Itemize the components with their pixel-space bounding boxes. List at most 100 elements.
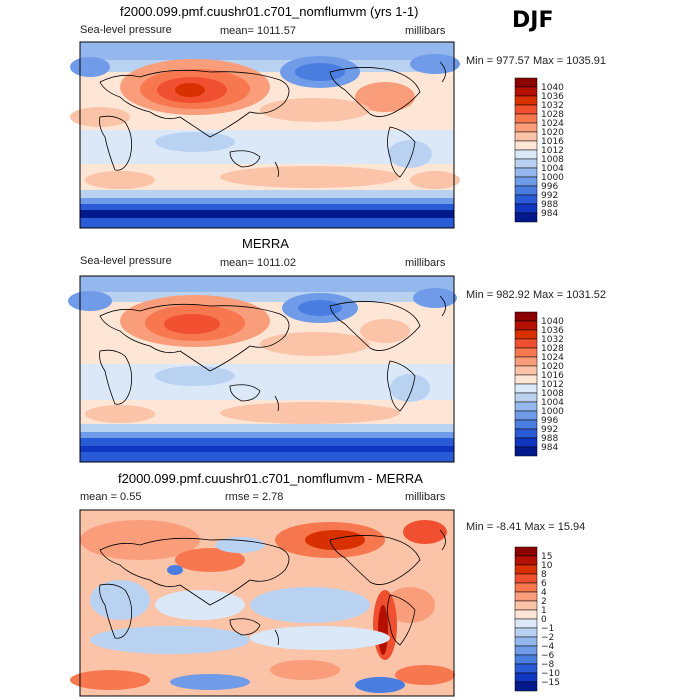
colorbar-tick-label: 1008 <box>541 155 564 165</box>
panel-3-map <box>70 509 455 697</box>
colorbar-tick-label: −10 <box>541 669 560 679</box>
colorbar-tick-label: 1008 <box>541 389 564 399</box>
colorbar-swatch <box>514 654 538 665</box>
colorbar-swatch <box>514 600 538 611</box>
colorbar-tick-label: 992 <box>541 425 558 435</box>
colorbar-tick-label: 1028 <box>541 344 564 354</box>
colorbar-tick-label: 1012 <box>541 380 564 390</box>
colorbar-tick-label: 1040 <box>541 317 564 327</box>
colorbar-tick-label: 996 <box>541 182 558 192</box>
colorbar-tick-label: 8 <box>541 570 547 580</box>
colorbar-swatch <box>514 681 538 692</box>
panel-3-units: millibars <box>405 491 446 503</box>
panel-2-mean: mean= 1011.02 <box>220 257 296 269</box>
colorbar-tick-label: 1040 <box>541 83 564 93</box>
colorbar-swatch <box>514 591 538 602</box>
colorbar-swatch <box>514 356 538 367</box>
colorbar-swatch <box>514 446 538 457</box>
panel-3-minmax: Min = -8.41 Max = 15.94 <box>466 521 586 533</box>
colorbar-tick-label: 1028 <box>541 110 564 120</box>
colorbar-swatch <box>514 564 538 575</box>
colorbar-tick-label: 6 <box>541 579 547 589</box>
colorbar-swatch <box>514 347 538 358</box>
colorbar-tick-label: 10 <box>541 561 553 571</box>
colorbar-tick-label: 0 <box>541 615 547 625</box>
colorbar-swatch <box>514 122 538 133</box>
panel-2-field-label: Sea-level pressure <box>80 255 172 267</box>
colorbar-swatch <box>514 320 538 331</box>
panel-2-units: millibars <box>405 257 446 269</box>
colorbar-tick-label: 1032 <box>541 335 564 345</box>
colorbar-swatch <box>514 77 538 88</box>
colorbar-tick-label: −4 <box>541 642 555 652</box>
colorbar-swatch <box>514 383 538 394</box>
colorbar-tick-label: 988 <box>541 434 558 444</box>
colorbar-tick-label: 1000 <box>541 173 564 183</box>
colorbar-swatch <box>514 401 538 412</box>
season-label: DJF <box>512 8 554 33</box>
colorbar-swatch <box>514 618 538 629</box>
panel-1-field-label: Sea-level pressure <box>80 24 172 36</box>
colorbar-tick-label: −15 <box>541 678 560 688</box>
colorbar-swatch <box>514 176 538 187</box>
colorbar-tick-label: 1 <box>541 606 547 616</box>
colorbar-swatch <box>514 113 538 124</box>
panel-1-title: f2000.099.pmf.cuushr01.c701_nomflumvm (y… <box>120 4 419 19</box>
colorbar-swatch <box>514 573 538 584</box>
colorbar-swatch <box>514 140 538 151</box>
colorbar-tick-label: 1036 <box>541 326 564 336</box>
colorbar-tick-label: 1024 <box>541 119 564 129</box>
colorbar-tick-label: 1000 <box>541 407 564 417</box>
colorbar-tick-label: 4 <box>541 588 547 598</box>
colorbar-tick-label: 984 <box>541 443 558 453</box>
colorbar-tick-label: 996 <box>541 416 558 426</box>
colorbar-swatch <box>514 86 538 97</box>
panel-2-map <box>68 275 457 463</box>
colorbar-tick-label: 1024 <box>541 353 564 363</box>
colorbar-tick-label: −1 <box>541 624 554 634</box>
colorbar-swatch <box>514 672 538 683</box>
colorbar-tick-label: 15 <box>541 552 552 562</box>
colorbar-tick-label: 1032 <box>541 101 564 111</box>
colorbar-swatch <box>514 365 538 376</box>
colorbar-tick-label: 1020 <box>541 362 564 372</box>
panel-2-colorbar: 1040103610321028102410201016101210081004… <box>514 311 564 457</box>
colorbar-tick-label: 1020 <box>541 128 564 138</box>
colorbar-swatch <box>514 167 538 178</box>
panel-1-units: millibars <box>405 25 446 37</box>
panel-2-minmax: Min = 982.92 Max = 1031.52 <box>466 289 607 301</box>
panel-2-title: MERRA <box>242 236 289 251</box>
colorbar-tick-label: −6 <box>541 651 555 661</box>
panel-3-mean: mean = 0.55 <box>80 491 142 503</box>
panel-1-mean: mean= 1011.57 <box>220 25 296 37</box>
colorbar-swatch <box>514 609 538 620</box>
colorbar-swatch <box>514 149 538 160</box>
colorbar-swatch <box>514 311 538 322</box>
colorbar-tick-label: 1004 <box>541 164 564 174</box>
colorbar-swatch <box>514 212 538 223</box>
colorbar-swatch <box>514 374 538 385</box>
colorbar-tick-label: 984 <box>541 209 558 219</box>
colorbar-swatch <box>514 645 538 656</box>
colorbar-swatch <box>514 555 538 566</box>
colorbar-swatch <box>514 582 538 593</box>
colorbar-swatch <box>514 663 538 674</box>
colorbar-swatch <box>514 203 538 214</box>
panel-1-map <box>70 41 460 229</box>
colorbar-tick-label: 1016 <box>541 137 564 147</box>
panel-3-title: f2000.099.pmf.cuushr01.c701_nomflumvm - … <box>118 471 423 486</box>
colorbar-tick-label: 992 <box>541 191 558 201</box>
panel-1-colorbar: 1040103610321028102410201016101210081004… <box>514 77 564 223</box>
colorbar-tick-label: 1036 <box>541 92 564 102</box>
colorbar-swatch <box>514 437 538 448</box>
colorbar-tick-label: −8 <box>541 660 555 670</box>
colorbar-swatch <box>514 419 538 430</box>
colorbar-swatch <box>514 392 538 403</box>
colorbar-tick-label: 1012 <box>541 146 564 156</box>
colorbar-swatch <box>514 131 538 142</box>
colorbar-tick-label: 988 <box>541 200 558 210</box>
colorbar-swatch <box>514 428 538 439</box>
panel-3-rmse: rmse = 2.78 <box>225 491 284 503</box>
colorbar-swatch <box>514 194 538 205</box>
